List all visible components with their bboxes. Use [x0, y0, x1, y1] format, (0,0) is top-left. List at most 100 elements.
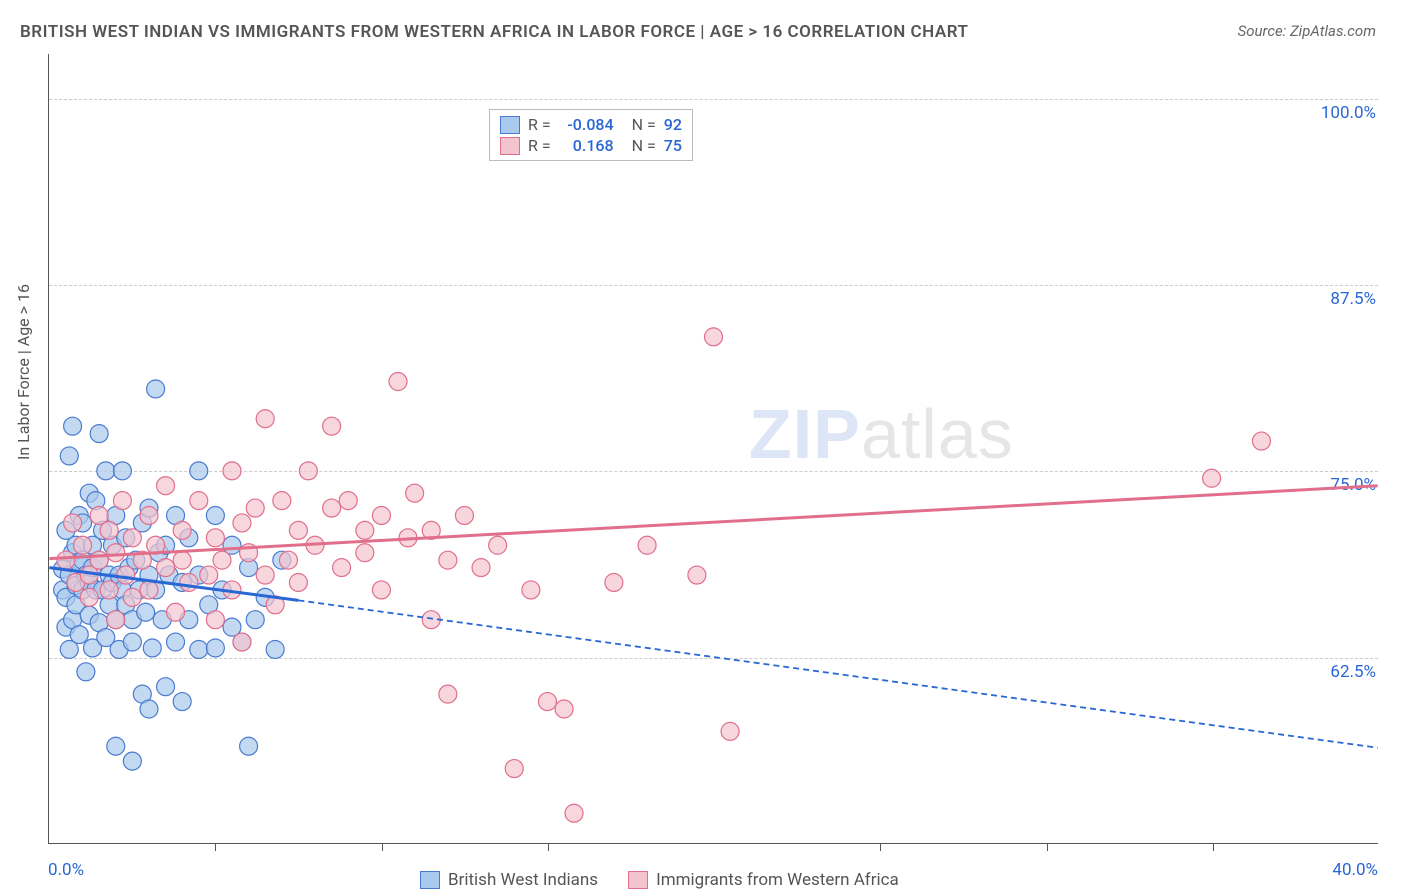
scatter-point: [233, 633, 251, 651]
scatter-point: [140, 566, 158, 584]
scatter-point: [93, 521, 111, 539]
scatter-point: [522, 581, 540, 599]
scatter-point: [123, 529, 141, 547]
scatter-point: [266, 596, 284, 614]
scatter-point: [688, 566, 706, 584]
scatter-point: [167, 633, 185, 651]
scatter-point: [100, 521, 118, 539]
scatter-point: [246, 499, 264, 517]
scatter-point: [133, 685, 151, 703]
scatter-point: [123, 611, 141, 629]
scatter-point: [167, 507, 185, 525]
gridline: [49, 285, 1378, 286]
scatter-point: [173, 573, 191, 591]
scatter-point: [455, 507, 473, 525]
scatter-point: [422, 521, 440, 539]
scatter-point: [100, 566, 118, 584]
x-min-label: 0.0%: [48, 860, 84, 880]
scatter-point: [223, 581, 241, 599]
scatter-point: [323, 417, 341, 435]
scatter-point: [256, 588, 274, 606]
scatter-point: [90, 425, 108, 443]
scatter-point: [117, 596, 135, 614]
scatter-point: [180, 573, 198, 591]
scatter-point: [90, 551, 108, 569]
scatter-point: [90, 507, 108, 525]
scatter-point: [157, 678, 175, 696]
scatter-point: [54, 581, 72, 599]
scatter-point: [133, 514, 151, 532]
scatter-point: [57, 588, 75, 606]
scatter-point: [233, 514, 251, 532]
scatter-point: [289, 521, 307, 539]
scatter-point: [74, 514, 92, 532]
scatter-point: [389, 373, 407, 391]
scatter-point: [67, 536, 85, 554]
scatter-point: [399, 529, 417, 547]
scatter-point: [67, 573, 85, 591]
scatter-point: [256, 410, 274, 428]
scatter-point: [206, 639, 224, 657]
scatter-point: [97, 629, 115, 647]
scatter-point: [240, 544, 258, 562]
scatter-point: [60, 640, 78, 658]
scatter-point: [140, 700, 158, 718]
scatter-point: [206, 611, 224, 629]
scatter-point: [190, 640, 208, 658]
scatter-point: [107, 507, 125, 525]
scatter-point: [120, 559, 138, 577]
trend-line: [49, 486, 1377, 559]
scatter-point: [87, 581, 105, 599]
xtick: [382, 843, 383, 851]
scatter-point: [113, 581, 131, 599]
ytick-label: 75.0%: [1326, 475, 1380, 495]
scatter-point: [54, 560, 72, 578]
scatter-point: [356, 521, 374, 539]
scatter-point: [140, 581, 158, 599]
scatter-point: [133, 551, 151, 569]
scatter-point: [439, 551, 457, 569]
scatter-point: [64, 514, 82, 532]
scatter-point: [422, 611, 440, 629]
xtick: [215, 843, 216, 851]
scatter-point: [107, 611, 125, 629]
legend-label-1: Immigrants from Western Africa: [656, 870, 899, 890]
scatter-point: [439, 685, 457, 703]
scatter-point: [80, 484, 98, 502]
scatter-point: [74, 581, 92, 599]
scatter-point: [110, 640, 128, 658]
legend-swatch-pink: [500, 137, 520, 155]
y-axis-label: In Labor Force | Age > 16: [14, 284, 33, 460]
scatter-point: [117, 566, 135, 584]
gridline: [49, 658, 1378, 659]
source-text: Source: ZipAtlas.com: [1238, 22, 1376, 40]
x-max-label: 40.0%: [1332, 860, 1378, 880]
xtick: [1047, 843, 1048, 851]
scatter-point: [80, 573, 98, 591]
scatter-point: [147, 581, 165, 599]
scatter-point: [84, 639, 102, 657]
scatter-point: [157, 536, 175, 554]
scatter-point: [223, 618, 241, 636]
scatter-point: [256, 566, 274, 584]
scatter-point: [1252, 432, 1270, 450]
scatter-point: [213, 551, 231, 569]
scatter-point: [246, 611, 264, 629]
scatter-point: [605, 573, 623, 591]
scatter-point: [705, 328, 723, 346]
ytick-label: 62.5%: [1326, 662, 1380, 682]
scatter-point: [107, 544, 125, 562]
scatter-point: [140, 499, 158, 517]
scatter-point: [70, 507, 88, 525]
scatter-point: [505, 760, 523, 778]
scatter-point: [160, 566, 178, 584]
scatter-point: [110, 566, 128, 584]
legend-item-1: Immigrants from Western Africa: [628, 870, 899, 890]
scatter-point: [565, 804, 583, 822]
scatter-point: [157, 559, 175, 577]
gridline: [49, 99, 1378, 100]
scatter-point: [333, 559, 351, 577]
scatter-point: [113, 492, 131, 510]
scatter-point: [90, 614, 108, 632]
scatter-point: [60, 566, 78, 584]
